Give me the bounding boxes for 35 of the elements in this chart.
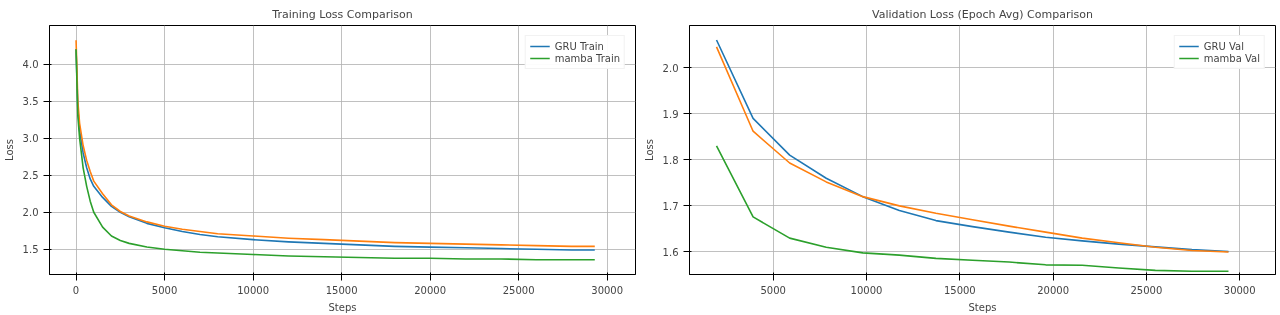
y-tick-label: 4.0 xyxy=(22,59,39,71)
y-tick-label: 2.5 xyxy=(22,170,39,182)
x-tick-label: 10000 xyxy=(237,284,269,296)
x-tick-label: 15000 xyxy=(325,284,358,296)
y-tick-label: 1.8 xyxy=(662,154,679,166)
chart-title: Validation Loss (Epoch Avg) Comparison xyxy=(872,7,1093,21)
y-tick-label: 1.6 xyxy=(662,246,679,258)
y-tick-label: 2.0 xyxy=(22,207,39,219)
x-tick-label: 30000 xyxy=(591,284,624,296)
x-tick-label: 5000 xyxy=(760,284,786,296)
x-tick-label: 0 xyxy=(72,284,80,296)
x-tick-label: 20000 xyxy=(414,284,447,296)
legend-label: GRU Val xyxy=(1203,40,1244,52)
y-tick-label: 1.5 xyxy=(22,244,39,256)
x-tick-label: 25000 xyxy=(1130,284,1163,296)
y-axis-title: Loss xyxy=(643,139,655,161)
y-tick-label: 3.0 xyxy=(22,133,39,145)
x-tick-label: 15000 xyxy=(943,284,976,296)
x-axis-title: Steps xyxy=(968,301,997,313)
x-tick-label: 5000 xyxy=(151,284,178,296)
y-axis-title: Loss xyxy=(3,139,15,161)
x-axis-title: Steps xyxy=(328,301,357,313)
x-tick-label: 30000 xyxy=(1223,284,1256,296)
line-series xyxy=(715,145,1230,273)
chart-title: Training Loss Comparison xyxy=(271,7,413,21)
y-tick-label: 1.9 xyxy=(662,108,679,120)
x-tick-label: 25000 xyxy=(502,284,535,296)
y-tick-label: 3.5 xyxy=(22,96,39,108)
legend-label: GRU Train xyxy=(554,40,604,52)
y-tick-label: 2.0 xyxy=(662,62,679,74)
legend-label: mamba Train xyxy=(554,52,620,64)
y-tick-label: 1.7 xyxy=(662,200,679,212)
legend-label: mamba Val xyxy=(1203,52,1260,64)
x-tick-label: 20000 xyxy=(1037,284,1070,296)
x-tick-label: 10000 xyxy=(850,284,883,296)
